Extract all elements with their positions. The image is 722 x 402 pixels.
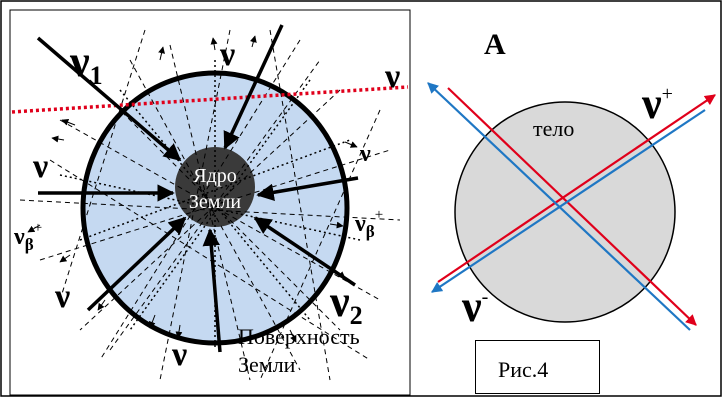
label-surface: Поверхность Земли bbox=[238, 324, 360, 377]
label-nu2: ν2 bbox=[330, 277, 363, 330]
label-body: тело bbox=[533, 116, 575, 141]
label-nu-bottom-left: ν bbox=[55, 278, 71, 315]
nu-plus-path-red bbox=[437, 94, 716, 283]
caption-box: Рис.4 bbox=[475, 340, 600, 394]
incoming-neutrino-arrows bbox=[36, 24, 359, 353]
label-core: Ядро Земли bbox=[188, 165, 242, 213]
label-nu-plus: ν+ bbox=[642, 79, 673, 128]
nu-plus-path-blue bbox=[431, 109, 706, 293]
label-nu-top: ν bbox=[220, 36, 236, 73]
figure-caption: Рис.4 bbox=[498, 357, 549, 382]
label-nu-left: ν bbox=[33, 148, 49, 185]
label-nu-beta-left: νβ+ bbox=[14, 220, 43, 254]
label-panel-a: А bbox=[484, 28, 506, 61]
label-nu-beta-right: νβ+ bbox=[355, 207, 384, 241]
label-nu-right: ν bbox=[385, 58, 401, 95]
left-panel-border bbox=[9, 9, 411, 396]
horizon-line bbox=[11, 85, 409, 114]
label-nu-right-small: ν bbox=[360, 141, 371, 167]
nu-minus-path-red bbox=[447, 87, 697, 326]
label-nu-bottom: ν bbox=[172, 336, 188, 373]
label-nu1: ν1 bbox=[70, 37, 103, 90]
label-nu-minus: ν- bbox=[462, 282, 489, 331]
